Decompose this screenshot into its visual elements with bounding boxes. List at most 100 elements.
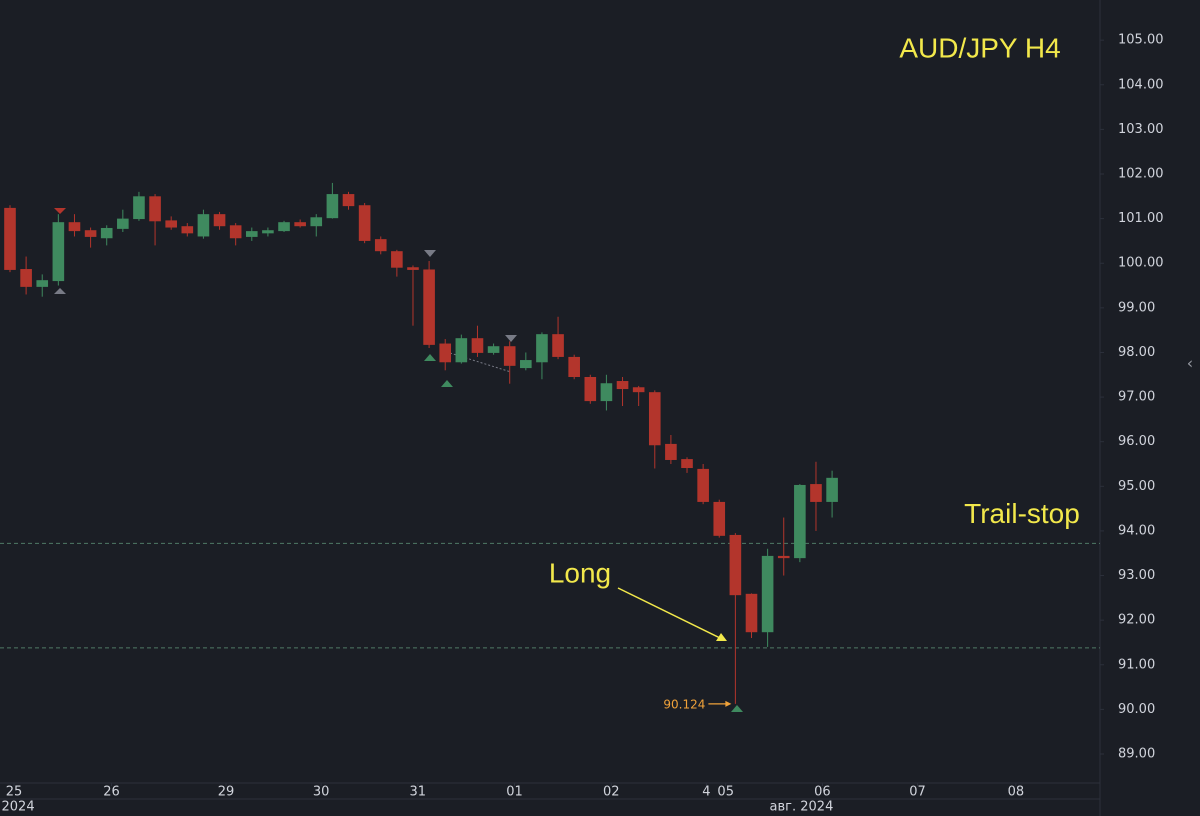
candle-body (794, 484, 806, 559)
candle-body (342, 194, 355, 207)
x-tick-label: 06 (814, 785, 831, 800)
candle-body (52, 222, 65, 282)
candle-body (310, 217, 323, 227)
candle-body (487, 346, 500, 353)
chart-title: AUD/JPY H4 (899, 32, 1060, 63)
y-tick-label: 90.00 (1118, 702, 1155, 717)
candle-body (84, 230, 97, 237)
candle-body (181, 226, 194, 234)
candle-body (36, 280, 49, 287)
candle-body (455, 338, 468, 363)
y-tick-label: 94.00 (1118, 523, 1155, 538)
signal (424, 354, 436, 361)
candle-body (391, 251, 403, 268)
candle-body (713, 501, 726, 536)
candle-body (117, 218, 129, 229)
candle-body (745, 593, 758, 633)
candle-body (761, 555, 774, 633)
y-tick-label: 103.00 (1118, 122, 1164, 137)
signal (505, 335, 517, 342)
y-tick-label: 102.00 (1118, 167, 1164, 182)
candle-body (520, 360, 532, 369)
x-tick-label: 01 (506, 785, 523, 800)
candle-body (149, 196, 161, 222)
signal (424, 250, 436, 257)
candle-body (262, 230, 274, 234)
candle-body (133, 196, 145, 220)
annotation-arrow-head (716, 633, 727, 641)
candle-body (165, 220, 177, 228)
candle-body (810, 484, 822, 502)
candle-body (68, 222, 81, 232)
candle-body (681, 459, 693, 469)
candle-body (632, 387, 645, 393)
y-tick-label: 96.00 (1118, 434, 1155, 449)
signal (731, 705, 743, 712)
annotation-arrow (617, 587, 721, 639)
candle-body (100, 227, 113, 239)
annotation: Long (549, 557, 611, 588)
level-label: Trail-stop (964, 498, 1080, 529)
x-tick-label: 07 (909, 785, 926, 800)
collapse-icon[interactable]: ‹ (1187, 354, 1193, 373)
candle-body (648, 392, 661, 446)
candle-body (294, 222, 306, 227)
low-label: 90.124 (663, 697, 705, 711)
candle-body (665, 443, 677, 460)
y-tick-label: 101.00 (1118, 211, 1164, 226)
y-tick-label: 99.00 (1118, 300, 1155, 315)
signal (54, 208, 66, 214)
x-tick-label: 26 (103, 785, 120, 800)
x-tick-label: 4 (702, 785, 710, 800)
candle-body (568, 356, 580, 377)
candle-body (423, 269, 435, 345)
x-tick-label: 30 (313, 785, 330, 800)
y-tick-label: 92.00 (1118, 613, 1155, 628)
x-tick-label: 25 (6, 785, 23, 800)
candle-body (826, 477, 838, 502)
candle-body (374, 239, 387, 252)
candle-body (777, 555, 790, 559)
x-tick-label: 05 (717, 785, 734, 800)
y-tick-label: 93.00 (1118, 568, 1155, 583)
signal (54, 288, 66, 294)
x-tick-label-secondary: 2024 (2, 800, 35, 815)
candle-body (439, 343, 452, 363)
y-tick-label: 104.00 (1118, 77, 1164, 92)
y-tick-label: 98.00 (1118, 345, 1155, 360)
y-tick-label: 91.00 (1118, 657, 1155, 672)
candle-body (616, 381, 629, 390)
x-tick-label: 02 (603, 785, 620, 800)
signal-link (449, 352, 512, 373)
candle-body (326, 194, 339, 219)
candle-body (20, 269, 32, 287)
candle-body (278, 222, 290, 232)
candle-body (197, 214, 210, 237)
signal (441, 380, 453, 387)
y-tick-label: 97.00 (1118, 390, 1155, 405)
low-arrow-head (725, 700, 732, 707)
y-tick-label: 89.00 (1118, 747, 1155, 762)
candle-body (4, 207, 16, 270)
candle-body (536, 334, 548, 363)
candle-body (584, 377, 597, 402)
x-tick-label: 31 (410, 785, 427, 800)
candle-body (697, 468, 709, 502)
candle-body (358, 205, 371, 241)
x-tick-label: 29 (218, 785, 235, 800)
candle-body (600, 383, 613, 402)
y-tick-label: 105.00 (1118, 33, 1164, 48)
candle-body (213, 214, 226, 227)
candle-body (471, 338, 484, 353)
candle-body (729, 534, 742, 596)
candle-body (407, 267, 419, 270)
candle-body (229, 225, 242, 239)
candle-body (552, 334, 564, 357)
candle-body (503, 346, 516, 366)
y-tick-label: 100.00 (1118, 256, 1164, 271)
y-tick-label: 95.00 (1118, 479, 1155, 494)
x-tick-label: 08 (1008, 785, 1025, 800)
